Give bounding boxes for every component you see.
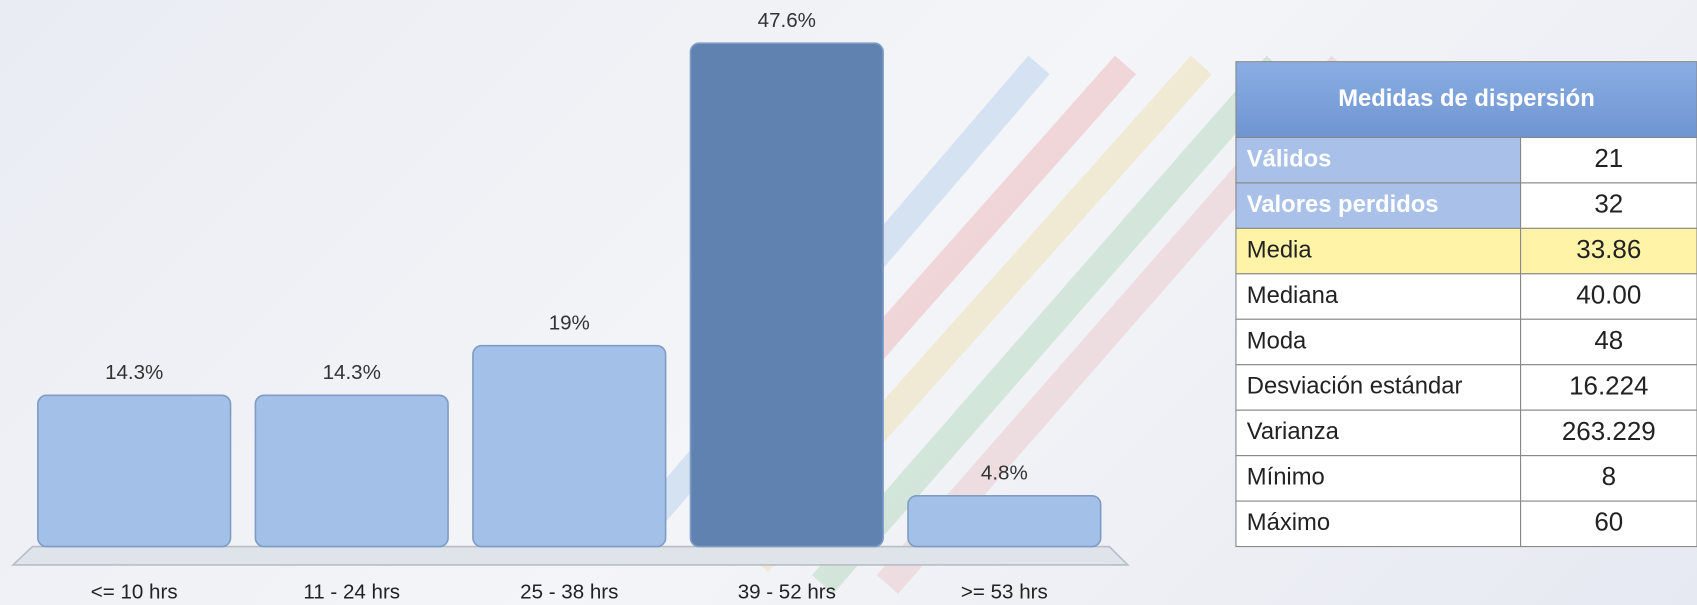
table-cell (1235, 455, 1522, 502)
row-label: Media (1247, 236, 1313, 263)
table-cell (1235, 227, 1522, 275)
table-cell (1235, 364, 1522, 411)
row-label: Desviación estándar (1247, 373, 1463, 400)
table-cell (1235, 409, 1522, 457)
row-value: 48 (1594, 325, 1623, 355)
table-cell (1520, 500, 1697, 548)
value-label: 14.3% (323, 361, 381, 384)
value-label: 47.6% (758, 9, 816, 32)
row-value: 33.86 (1576, 234, 1641, 264)
bar (254, 394, 449, 548)
row-value: 8 (1602, 461, 1616, 491)
table-cell (1235, 273, 1522, 320)
bar (689, 42, 884, 548)
table-cell (1520, 182, 1697, 229)
x-tick-label: >= 53 hrs (961, 581, 1048, 604)
chart-floor (10, 545, 1130, 566)
table-cell (1235, 182, 1522, 229)
row-label: Válidos (1247, 145, 1332, 172)
row-label: Mínimo (1247, 464, 1325, 491)
x-tick-label: 39 - 52 hrs (738, 581, 836, 604)
table-cell (1520, 273, 1697, 320)
row-value: 40.00 (1576, 279, 1641, 309)
row-value: 21 (1594, 143, 1623, 173)
row-label: Moda (1247, 327, 1307, 354)
row-label: Mediana (1247, 282, 1339, 309)
row-value: 60 (1594, 507, 1623, 537)
table-cell (1520, 455, 1697, 502)
bar (907, 494, 1102, 548)
table-header-bg (1235, 61, 1697, 138)
table-cell (1520, 364, 1697, 411)
table-cell (1520, 409, 1697, 457)
stats-table: Medidas de dispersión Válidos 21 Valores pe… (1235, 61, 1697, 548)
row-value: 263.229 (1562, 416, 1656, 446)
row-label: Varianza (1247, 418, 1340, 445)
bar (472, 344, 667, 548)
value-label: 4.8% (981, 462, 1028, 485)
row-label: Valores perdidos (1247, 191, 1439, 218)
table-cell (1235, 500, 1522, 548)
bar-group: 14.3% <= 10 hrs 14.3% 11 - 24 hrs 19% 25 - 38… (37, 9, 1102, 604)
table-title: Medidas de dispersión (1338, 85, 1595, 112)
table-cell (1520, 227, 1697, 275)
row-value: 32 (1594, 188, 1623, 218)
value-label: 19% (549, 311, 590, 334)
x-tick-label: <= 10 hrs (91, 581, 178, 604)
bar (37, 394, 232, 548)
row-label: Máximo (1247, 509, 1330, 536)
value-label: 14.3% (105, 361, 163, 384)
row-value: 16.224 (1569, 370, 1648, 400)
x-tick-label: 25 - 38 hrs (520, 581, 618, 604)
x-tick-label: 11 - 24 hrs (303, 581, 400, 604)
table-cell (1520, 136, 1697, 184)
